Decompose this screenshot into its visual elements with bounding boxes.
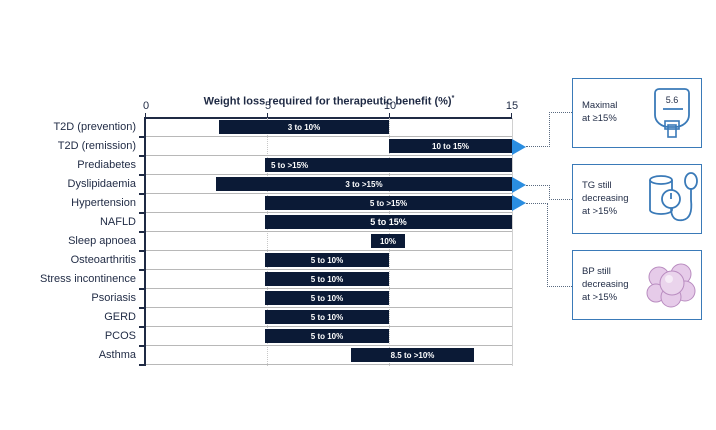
row-divider	[145, 308, 512, 327]
category-label: Asthma	[98, 349, 136, 361]
gridline-5	[267, 118, 268, 366]
category-label: Psoriasis	[91, 292, 136, 304]
category-label: PCOS	[104, 330, 136, 342]
row-divider	[145, 118, 512, 137]
x-axis-tick	[267, 113, 268, 118]
y-axis-tick	[139, 136, 145, 138]
category-label: Osteoarthritis	[70, 254, 136, 266]
arrow-marker	[512, 139, 526, 155]
x-tick-10: 10	[383, 100, 397, 112]
range-bar: 5 to >15%	[265, 196, 512, 210]
category-label: Hypertension	[71, 197, 136, 209]
row-divider	[145, 156, 512, 175]
annotation-text: TG still decreasing at >15%	[582, 180, 629, 217]
row-divider	[145, 194, 512, 213]
x-axis-tick	[389, 113, 390, 118]
y-axis-tick	[139, 326, 145, 328]
row-divider	[145, 346, 512, 365]
y-axis-tick	[139, 231, 145, 233]
fat-cells-icon	[646, 263, 696, 308]
arrow-marker	[512, 195, 526, 211]
range-bar: 5 to 10%	[265, 329, 389, 343]
range-bar: 5 to 10%	[265, 272, 389, 286]
x-axis-tick	[145, 113, 146, 118]
x-axis-tick	[511, 113, 512, 118]
category-label: Prediabetes	[77, 159, 136, 171]
y-axis-tick	[139, 193, 145, 195]
row-divider	[145, 289, 512, 308]
category-label: T2D (prevention)	[53, 121, 136, 133]
row-divider	[145, 213, 512, 232]
annotation-text: BP still decreasing at >15%	[582, 266, 629, 303]
row-divider	[145, 232, 512, 251]
glucose-meter-icon: 5.6	[654, 88, 690, 138]
connector-line	[526, 146, 550, 147]
row-divider	[145, 137, 512, 156]
x-tick-0: 0	[142, 100, 150, 112]
y-axis-tick	[139, 155, 145, 157]
connector-line	[549, 199, 572, 200]
range-bar: 3 to 10%	[219, 120, 389, 134]
x-tick-15: 15	[505, 100, 519, 112]
connector-line	[526, 203, 548, 204]
y-axis-tick	[139, 250, 145, 252]
range-bar: 3 to >15%	[216, 177, 512, 191]
y-axis-tick	[139, 364, 145, 366]
category-label: Stress incontinence	[40, 273, 136, 285]
y-axis-tick	[139, 212, 145, 214]
connector-line	[547, 286, 572, 287]
annotation-text: Maximal at ≥15%	[582, 100, 618, 124]
category-label: NAFLD	[99, 216, 136, 228]
connector-line	[526, 185, 550, 186]
y-axis-tick	[139, 288, 145, 290]
range-bar: 5 to >15%	[265, 158, 512, 172]
y-axis-tick	[139, 307, 145, 309]
y-axis	[144, 117, 146, 366]
svg-text:5.6: 5.6	[666, 95, 679, 105]
connector-line	[549, 185, 550, 200]
row-divider	[145, 175, 512, 194]
row-divider	[145, 327, 512, 346]
x-tick-5: 5	[264, 100, 272, 112]
category-label: Sleep apnoea	[68, 235, 136, 247]
plot-right-border	[512, 118, 513, 366]
category-label: GERD	[104, 311, 136, 323]
connector-line	[547, 203, 548, 287]
range-bar: 5 to 15%	[265, 215, 512, 229]
row-divider	[145, 270, 512, 289]
range-bar: 5 to 10%	[265, 310, 389, 324]
chart-title: Weight loss required for therapeutic ben…	[203, 95, 455, 108]
arrow-marker	[512, 177, 526, 193]
row-divider	[145, 251, 512, 270]
category-label: T2D (remission)	[57, 140, 136, 152]
x-axis	[144, 117, 512, 119]
y-axis-tick	[139, 269, 145, 271]
range-bar: 10%	[371, 234, 405, 248]
annotation-box-hypertension: BP still decreasing at >15%	[572, 250, 702, 320]
annotation-box-t2d: Maximal at ≥15% 5.6	[572, 78, 702, 148]
annotation-box-dyslipidaemia: TG still decreasing at >15%	[572, 164, 702, 234]
connector-line	[549, 112, 550, 147]
y-axis-tick	[139, 174, 145, 176]
connector-line	[549, 112, 572, 113]
range-bar: 5 to 10%	[265, 253, 389, 267]
range-bar: 10 to 15%	[389, 139, 512, 153]
blood-pressure-cuff-icon	[649, 172, 698, 222]
y-axis-tick	[139, 345, 145, 347]
range-bar: 5 to 10%	[265, 291, 389, 305]
category-label: Dyslipidaemia	[67, 178, 136, 190]
range-bar: 8.5 to >10%	[351, 348, 474, 362]
